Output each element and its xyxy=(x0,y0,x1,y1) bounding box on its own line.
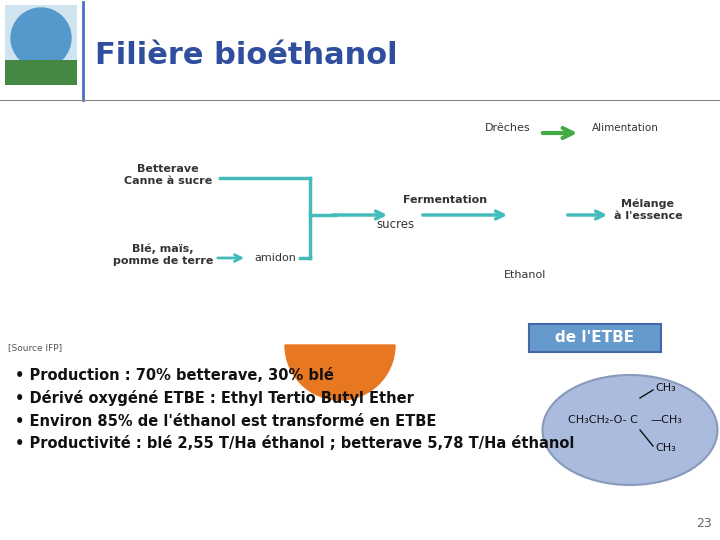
FancyBboxPatch shape xyxy=(529,324,661,352)
Circle shape xyxy=(11,8,71,68)
Text: Blé, maïs,
pomme de terre: Blé, maïs, pomme de terre xyxy=(113,244,213,266)
Text: —CH₃: —CH₃ xyxy=(650,415,682,425)
Text: sucres: sucres xyxy=(376,219,414,232)
Text: APESA: APESA xyxy=(28,87,54,93)
Text: de l'ETBE: de l'ETBE xyxy=(555,330,634,346)
Text: Drêches: Drêches xyxy=(485,123,531,133)
Text: • Productivité : blé 2,55 T/Ha éthanol ; betterave 5,78 T/Ha éthanol: • Productivité : blé 2,55 T/Ha éthanol ;… xyxy=(15,436,575,451)
Text: CH₃: CH₃ xyxy=(655,443,676,453)
Ellipse shape xyxy=(542,375,718,485)
Text: CH₃CH₂-O- C: CH₃CH₂-O- C xyxy=(568,415,638,425)
FancyBboxPatch shape xyxy=(5,5,77,85)
Text: Fermentation: Fermentation xyxy=(403,195,487,205)
Text: Alimentation: Alimentation xyxy=(592,123,658,133)
Wedge shape xyxy=(285,345,395,400)
Text: amidon: amidon xyxy=(254,253,296,263)
Text: [Source IFP]: [Source IFP] xyxy=(8,343,62,353)
Text: 23: 23 xyxy=(696,517,712,530)
FancyBboxPatch shape xyxy=(5,60,77,85)
Text: • Dérivé oxygéné ETBE : Ethyl Tertio Butyl Ether: • Dérivé oxygéné ETBE : Ethyl Tertio But… xyxy=(15,390,414,406)
Text: Betterave
Canne à sucre: Betterave Canne à sucre xyxy=(124,164,212,186)
Text: • Environ 85% de l'éthanol est transformé en ETBE: • Environ 85% de l'éthanol est transform… xyxy=(15,414,436,429)
Text: Ethanol: Ethanol xyxy=(504,270,546,280)
Text: CH₃: CH₃ xyxy=(655,383,676,393)
Text: • Production : 70% betterave, 30% blé: • Production : 70% betterave, 30% blé xyxy=(15,368,334,382)
Text: Mélange
à l'essence: Mélange à l'essence xyxy=(613,199,683,221)
Text: Filière bioéthanol: Filière bioéthanol xyxy=(95,40,397,70)
